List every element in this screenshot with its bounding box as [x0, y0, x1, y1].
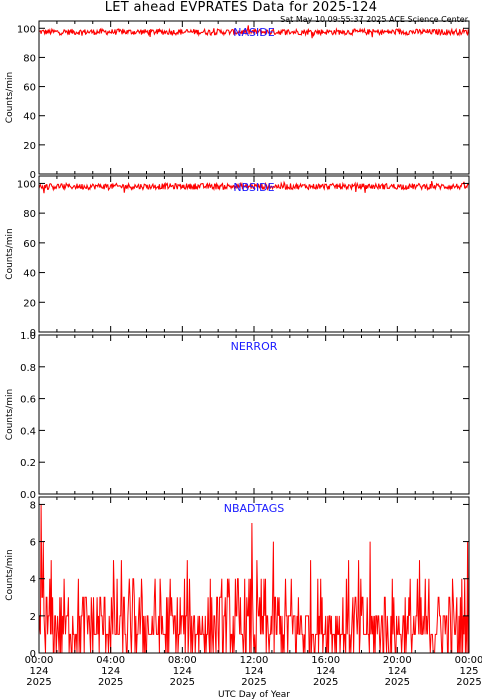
x-tick-time: 04:00	[96, 655, 125, 666]
x-tick-year: 2025	[98, 677, 123, 688]
y-tick-label: 4	[30, 575, 36, 586]
x-tick-doy: 124	[29, 666, 48, 677]
y-tick-label: 0.8	[20, 363, 36, 374]
x-tick-year: 2025	[313, 677, 338, 688]
x-tick-year: 2025	[456, 677, 481, 688]
panel-nbadtags: 0 2 4 6 8 Counts/min NBADTAGS	[5, 496, 470, 660]
x-tick-year: 2025	[170, 677, 195, 688]
panel-nbside: 0 20 40 60 80 100 Counts/min NBSIDE	[5, 175, 470, 339]
y-axis-label: Counts/min	[5, 549, 15, 600]
x-tick-time: 16:00	[311, 655, 340, 666]
panel-frame	[38, 20, 470, 175]
y-tick-label: 0	[30, 170, 36, 181]
y-tick-label: 0.0	[20, 490, 36, 501]
series-line	[38, 504, 469, 654]
y-tick-label: 100	[17, 179, 36, 190]
x-tick-year: 2025	[385, 677, 410, 688]
panel-label: NBADTAGS	[224, 502, 284, 515]
x-tick-time: 20:00	[383, 655, 412, 666]
y-tick-label: 6	[30, 538, 36, 549]
y-tick-label: 8	[30, 500, 36, 511]
y-tick-label: 40	[23, 269, 36, 280]
x-tick-doy: 124	[244, 666, 263, 677]
y-tick-label: 80	[23, 53, 36, 64]
x-tick-time: 00:00	[455, 655, 482, 666]
x-tick-year: 2025	[241, 677, 266, 688]
y-tick-label: 0.6	[20, 395, 36, 406]
panel-frame	[38, 175, 470, 333]
chart-title: LET ahead EVPRATES Data for 2025-124	[104, 0, 378, 15]
panel-label: NASIDE	[233, 26, 274, 39]
x-tick-time: 12:00	[240, 655, 269, 666]
y-axis-label: Counts/min	[5, 228, 15, 279]
x-tick-time: 00:00	[25, 655, 54, 666]
y-axis-label: Counts/min	[5, 389, 15, 440]
x-axis-label: UTC Day of Year	[218, 690, 290, 700]
panel-label: NBSIDE	[233, 181, 274, 194]
y-tick-label: 40	[23, 112, 36, 123]
x-tick-doy: 124	[101, 666, 120, 677]
series-line	[38, 25, 470, 39]
panel-nerror: 0.0 0.2 0.4 0.6 0.8 1.0 Counts/min NERROR	[5, 331, 470, 501]
x-tick-doy: 125	[459, 666, 478, 677]
panel-label: NERROR	[231, 340, 278, 353]
y-tick-label: 2	[30, 612, 36, 623]
panel-frame	[38, 334, 470, 495]
x-tick-year: 2025	[26, 677, 51, 688]
y-tick-label: 60	[23, 83, 36, 94]
y-tick-label: 1.0	[20, 331, 36, 342]
y-axis-label: Counts/min	[5, 72, 15, 123]
y-tick-label: 20	[23, 298, 36, 309]
timestamp-label: Sat May 10 09:55:37 2025 ACE Science Cen…	[280, 15, 468, 24]
y-tick-label: 0	[30, 328, 36, 339]
x-tick-doy: 124	[173, 666, 192, 677]
x-tick-time: 08:00	[168, 655, 197, 666]
y-tick-label: 60	[23, 239, 36, 250]
x-tick-doy: 124	[388, 666, 407, 677]
x-tick-doy: 124	[316, 666, 335, 677]
panel-naside: 0 20 40 60 80 100 Counts/min NASIDE	[5, 20, 470, 181]
y-tick-label: 80	[23, 209, 36, 220]
y-tick-label: 0.2	[20, 458, 36, 469]
series-line	[38, 180, 470, 194]
x-axis: 00:00124202504:00124202508:00124202512:0…	[25, 655, 482, 700]
y-tick-label: 100	[17, 24, 36, 35]
y-tick-label: 0.4	[20, 426, 36, 437]
y-tick-label: 0	[30, 649, 36, 660]
y-tick-label: 20	[23, 141, 36, 152]
